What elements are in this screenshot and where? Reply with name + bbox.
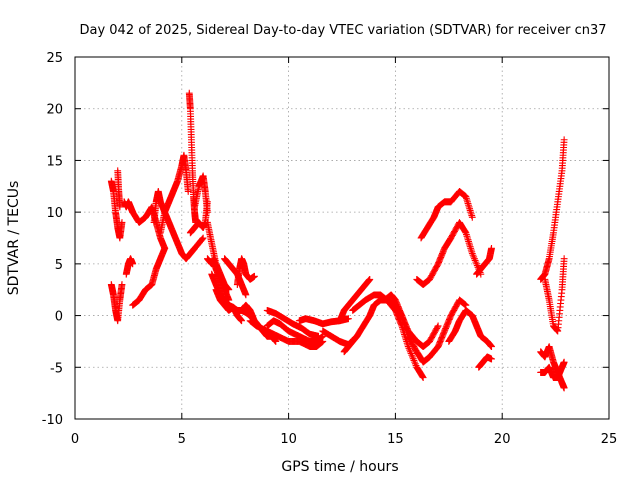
- y-tick-label: 15: [46, 154, 63, 169]
- series-pass-33: [475, 353, 495, 371]
- data-point: [560, 255, 568, 263]
- data-point: [560, 358, 568, 366]
- series-pass-05: [122, 255, 137, 278]
- series-pass-21: [263, 317, 327, 345]
- data-point: [199, 234, 207, 242]
- data-point: [199, 235, 206, 243]
- x-tick-label: 25: [601, 432, 618, 447]
- data-point: [161, 244, 169, 252]
- series-pass-07: [129, 244, 169, 309]
- series-pass-31: [445, 307, 495, 350]
- data-point: [184, 188, 192, 195]
- x-tick-label: 10: [280, 432, 297, 447]
- series-pass-30: [417, 188, 476, 242]
- data-point: [366, 275, 374, 283]
- data-point: [345, 315, 352, 323]
- data-point: [468, 213, 476, 221]
- x-axis-label: GPS time / hours: [281, 459, 398, 475]
- series-pass-04: [120, 198, 137, 216]
- chart-title: Day 042 of 2025, Sidereal Day-to-day VTE…: [79, 23, 606, 38]
- data-point: [242, 291, 250, 299]
- x-tick-label: 0: [71, 432, 79, 447]
- x-tick-label: 20: [494, 432, 511, 447]
- data-point: [118, 281, 126, 288]
- series-pass-22: [263, 307, 322, 340]
- tick-labels: 0 5 10 15 20 25 -10 -5 0 5 10 15 20 25: [42, 51, 618, 447]
- data-point: [204, 208, 211, 216]
- data-point: [560, 136, 568, 144]
- y-tick-label: -5: [50, 361, 63, 376]
- axis-ticks: [74, 56, 610, 420]
- data-point: [434, 322, 442, 330]
- series-pass-16: [212, 286, 246, 325]
- data-point: [488, 244, 495, 252]
- series-pass-12: [191, 172, 211, 216]
- series-pass-25: [336, 275, 374, 325]
- data-point: [419, 374, 427, 382]
- series-pass-01: [107, 177, 126, 242]
- y-tick-label: 10: [46, 206, 63, 221]
- data-points: [107, 89, 568, 392]
- y-tick-label: 25: [46, 51, 63, 66]
- series-pass-28: [381, 291, 470, 366]
- y-tick-label: 0: [55, 310, 63, 325]
- data-point: [238, 317, 246, 325]
- y-tick-label: 20: [46, 103, 63, 118]
- series-pass-08: [150, 188, 207, 263]
- data-point: [488, 343, 495, 350]
- series-pass-34: [537, 136, 568, 283]
- data-point: [434, 323, 441, 331]
- data-point: [118, 219, 126, 226]
- plot-frame: [74, 56, 610, 420]
- data-point: [560, 384, 568, 392]
- y-tick-label: -10: [42, 413, 63, 428]
- data-point: [116, 203, 124, 211]
- data-point: [315, 332, 322, 340]
- series-pass-09: [157, 151, 192, 237]
- x-tick-label: 15: [387, 432, 404, 447]
- series-pass-14: [204, 255, 233, 304]
- y-tick-label: 5: [55, 258, 63, 273]
- series-pass-37: [537, 358, 568, 382]
- series-pass-29: [413, 219, 485, 288]
- series-pass-32: [473, 244, 495, 278]
- grid: [75, 57, 609, 419]
- series-pass-35: [541, 255, 568, 335]
- y-axis-label: SDTVAR / TECUs: [6, 181, 22, 296]
- data-point: [488, 355, 495, 363]
- data-point: [251, 272, 258, 280]
- data-point: [129, 260, 137, 268]
- data-point: [272, 338, 280, 345]
- series-pass-18: [233, 255, 258, 288]
- x-tick-label: 5: [178, 432, 186, 447]
- series-pass-03: [114, 167, 124, 211]
- series-pass-02: [107, 281, 126, 325]
